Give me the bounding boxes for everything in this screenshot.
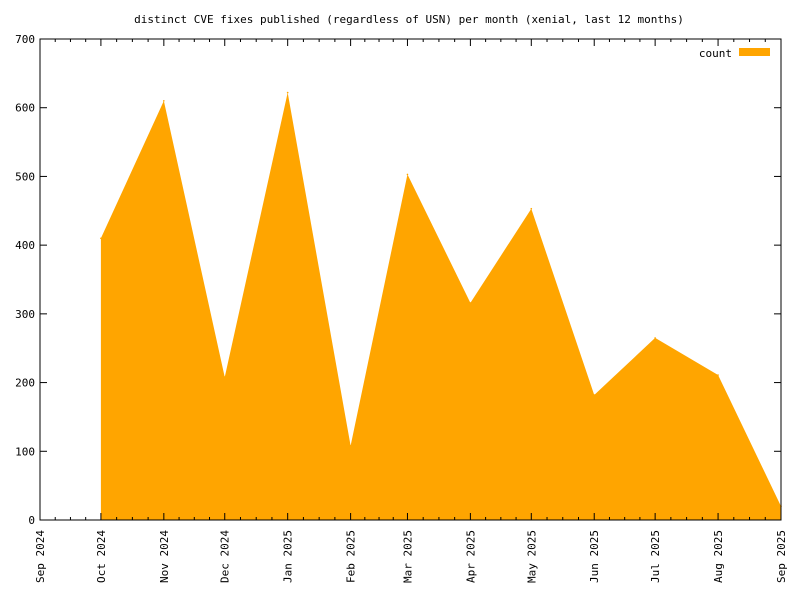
x-tick-label: Mar 2025: [401, 530, 414, 583]
x-tick-label: Feb 2025: [345, 530, 358, 583]
x-tick-label: May 2025: [525, 530, 538, 583]
y-tick-label: 0: [28, 514, 35, 527]
x-tick-label: Aug 2025: [712, 530, 725, 583]
data-point: [349, 444, 352, 447]
x-tick-label: Apr 2025: [464, 530, 477, 583]
axis-layer: 0 100 200 300 400 500 600 700 Sep 2024 Oct 2024 No…: [15, 33, 788, 583]
legend-swatch: [739, 48, 770, 56]
data-point: [593, 394, 596, 396]
series-layer: [100, 91, 782, 521]
x-tick-label: Dec 2024: [219, 530, 232, 583]
x-tick-label: Jan 2025: [282, 530, 295, 583]
data-point: [163, 100, 165, 102]
y-tick-label: 700: [15, 33, 35, 46]
x-tick-label: Sep 2025: [775, 530, 788, 583]
x-tick-label: Nov 2024: [158, 530, 171, 583]
data-point: [530, 207, 533, 210]
data-point: [717, 374, 719, 376]
x-tick-label: Oct 2024: [95, 530, 108, 583]
series-area-count: [100, 92, 781, 521]
data-point: [100, 237, 102, 240]
data-point: [654, 337, 656, 339]
y-tick-label: 500: [15, 170, 35, 183]
data-point: [469, 302, 472, 304]
chart-title: distinct CVE fixes published (regardless…: [134, 13, 684, 26]
y-tick-label: 600: [15, 102, 35, 115]
plot-frame: [39, 38, 782, 521]
data-point: [223, 376, 226, 378]
y-tick-label: 200: [15, 377, 35, 390]
y-tick-label: 100: [15, 445, 35, 458]
legend-label: count: [699, 47, 732, 60]
data-point: [406, 173, 409, 176]
x-tick-label: Jun 2025: [588, 530, 601, 583]
x-tick-label: Jul 2025: [649, 530, 662, 583]
y-tick-label: 400: [15, 239, 35, 252]
data-point: [286, 91, 289, 94]
y-tick-label: 300: [15, 308, 35, 321]
legend: count: [699, 47, 770, 60]
x-tick-label: Sep 2024: [34, 530, 47, 583]
